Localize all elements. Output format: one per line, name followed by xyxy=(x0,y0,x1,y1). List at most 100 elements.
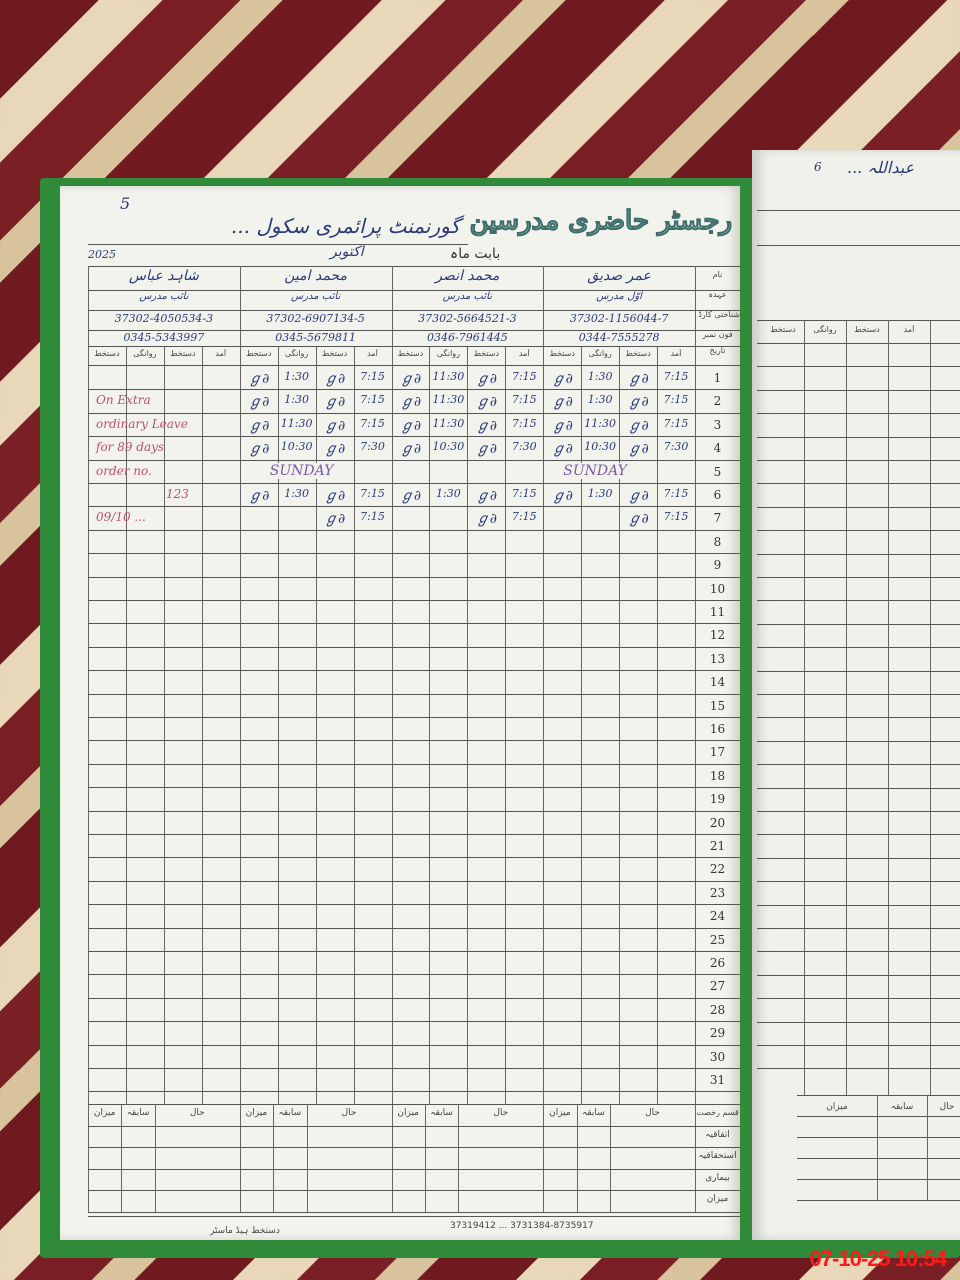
signature-mark: ℊ∂ xyxy=(399,417,422,434)
day-number: 16 xyxy=(709,722,726,736)
right-sub-column-header: آمد xyxy=(903,325,915,334)
page-number: 5 xyxy=(120,194,131,213)
signature-mark: ℊ∂ xyxy=(248,441,270,458)
sub-column-header: دستخط xyxy=(397,349,424,358)
divider xyxy=(88,310,740,311)
sub-column-header: روانگی xyxy=(588,349,612,358)
sub-column-header: روانگی xyxy=(285,349,309,358)
divider xyxy=(797,1200,960,1201)
signature-mark: ℊ∂ xyxy=(627,511,649,528)
signature-mark: ℊ∂ xyxy=(323,394,346,411)
leave-note-line: ordinary Leave xyxy=(96,416,188,431)
teacher-designation: اوّل مدرس xyxy=(596,291,642,302)
row-divider xyxy=(757,857,960,859)
day-number: 4 xyxy=(713,441,722,456)
signature-mark: ℊ∂ xyxy=(399,394,422,411)
headmaster-sign-label: دستخط ہیڈ ماسٹر xyxy=(210,1226,280,1236)
right-summary-header: سابقہ xyxy=(890,1102,914,1112)
row-divider xyxy=(88,553,740,555)
divider xyxy=(88,1125,740,1127)
divider xyxy=(797,1179,960,1180)
day-number: 18 xyxy=(709,768,726,783)
row-divider xyxy=(88,389,740,391)
row-divider xyxy=(757,974,960,976)
signature-mark: ℊ∂ xyxy=(475,441,497,458)
footer-print: 37319412 ... 3731384-8735917 xyxy=(450,1221,594,1231)
divider xyxy=(353,346,355,1104)
divider xyxy=(757,210,960,211)
day-number: 17 xyxy=(709,745,726,760)
day-number: 23 xyxy=(709,885,726,900)
sub-column-header: آمد xyxy=(367,349,378,358)
sub-column-header: دستخط xyxy=(246,349,272,358)
divider xyxy=(797,1158,960,1159)
leave-type-row: اتفاقیہ xyxy=(705,1129,730,1140)
right-sub-column-header: دستخط xyxy=(770,325,796,334)
signature-mark: ℊ∂ xyxy=(475,511,497,528)
summary-column-header: حال xyxy=(189,1108,205,1118)
day-number: 6 xyxy=(713,488,722,502)
departure-time: 1:30 xyxy=(587,370,613,383)
right-sub-column-header: دستخط xyxy=(854,325,880,334)
row-divider xyxy=(88,459,740,461)
month-label: بابت ماہ xyxy=(450,246,501,262)
sub-column-header: دستخط xyxy=(625,349,651,358)
sub-column-header: دستخط xyxy=(473,349,500,358)
row-label-date: تاریخ xyxy=(709,346,726,355)
arrival-time: 7:15 xyxy=(511,487,537,500)
day-number: 3 xyxy=(713,417,722,432)
row-divider xyxy=(757,413,960,415)
day-number: 1 xyxy=(713,371,722,385)
signature-mark: ℊ∂ xyxy=(551,394,573,411)
divider xyxy=(154,1104,156,1212)
divider xyxy=(88,330,740,331)
divider xyxy=(88,1104,740,1105)
divider xyxy=(125,346,127,1104)
day-number: 26 xyxy=(709,956,726,970)
row-divider xyxy=(757,694,960,695)
right-teacher-name: عبداللہ ... xyxy=(847,158,915,177)
sunday-mark: SUNDAY xyxy=(563,462,627,479)
day-number: 22 xyxy=(709,862,726,877)
teacher-designation: نائب مدرس xyxy=(139,291,189,302)
row-divider xyxy=(757,366,960,368)
divider xyxy=(315,346,317,1104)
departure-time: 11:30 xyxy=(432,416,465,430)
arrival-time: 7:15 xyxy=(663,370,689,383)
signature-mark: ℊ∂ xyxy=(551,441,573,458)
day-number: 7 xyxy=(713,511,722,526)
row-divider xyxy=(88,670,740,672)
leave-type-row: استحقاقیہ xyxy=(698,1151,737,1161)
row-divider xyxy=(88,810,740,812)
leave-note-line: On Extra xyxy=(96,393,151,408)
divider xyxy=(163,346,165,1104)
divider xyxy=(88,1147,740,1148)
signature-mark: ℊ∂ xyxy=(399,371,422,387)
row-divider xyxy=(88,412,740,414)
right-sub-column-header: روانگی xyxy=(813,325,837,334)
row-divider xyxy=(757,670,960,672)
row-divider xyxy=(88,740,740,742)
row-divider xyxy=(88,951,740,952)
summary-column-header: حال xyxy=(341,1108,357,1118)
divider xyxy=(797,1137,960,1138)
row-divider xyxy=(88,717,740,718)
row-divider xyxy=(757,834,960,836)
arrival-time: 7:15 xyxy=(511,370,537,383)
row-divider xyxy=(757,389,960,391)
row-label-cnic: شناختی کارڈ نمبر xyxy=(695,310,740,319)
row-divider xyxy=(757,787,960,789)
day-number: 8 xyxy=(713,534,722,549)
departure-time: 10:30 xyxy=(432,440,465,454)
summary-column-header: حال xyxy=(645,1108,660,1118)
row-divider xyxy=(88,1021,740,1023)
row-divider xyxy=(757,904,960,906)
row-label-phone: فون نمبر xyxy=(702,330,733,339)
row-divider xyxy=(757,530,960,532)
divider xyxy=(391,266,393,1212)
signature-mark: ℊ∂ xyxy=(248,417,270,434)
row-divider xyxy=(757,600,960,602)
signature-mark: ℊ∂ xyxy=(627,417,649,434)
teacher-name: محمد انصر xyxy=(435,268,500,284)
row-divider xyxy=(88,1044,740,1046)
